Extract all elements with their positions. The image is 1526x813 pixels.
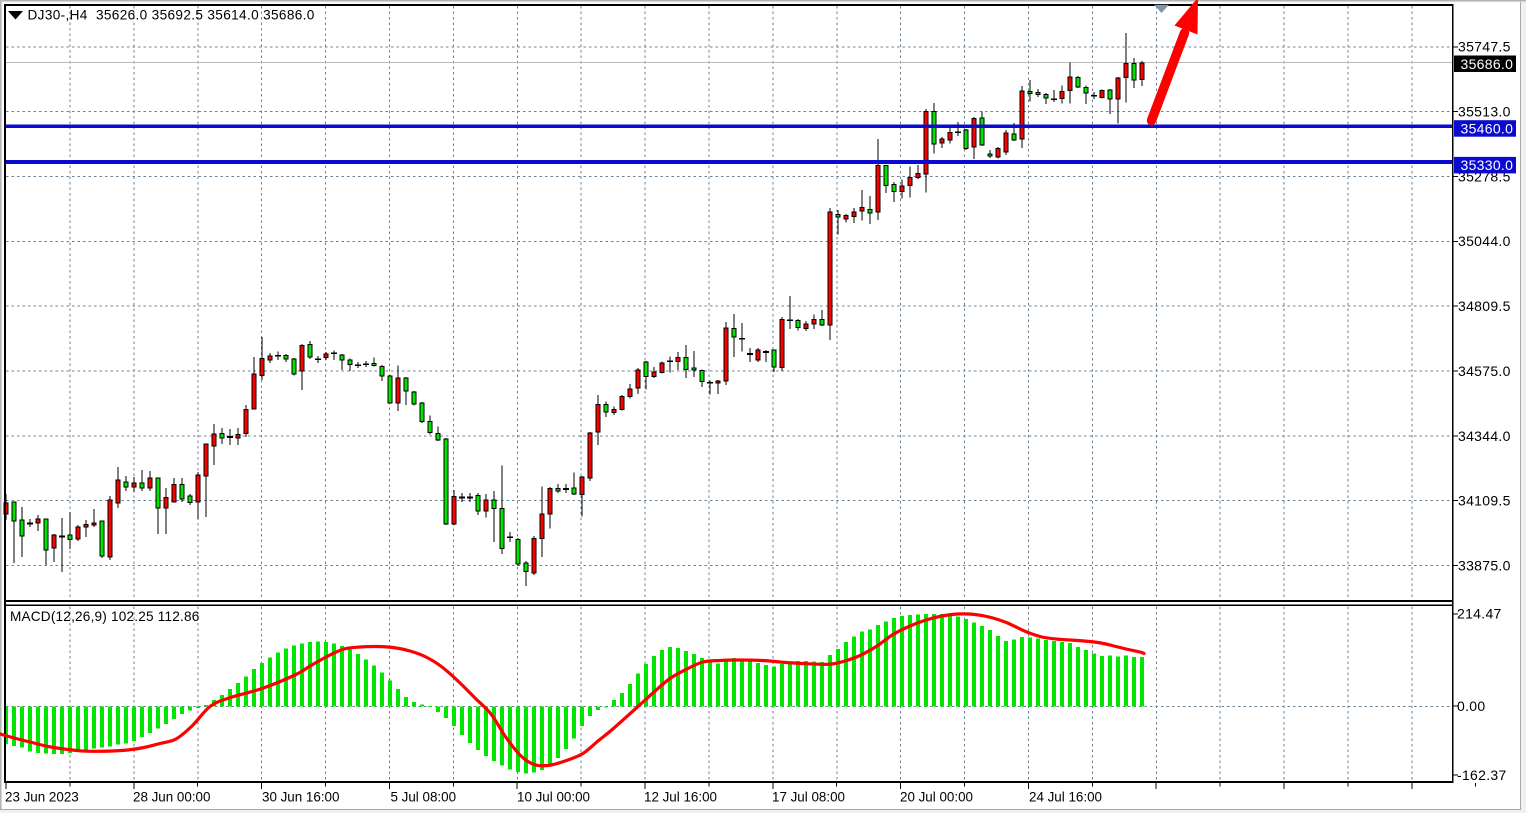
svg-text:35330.0: 35330.0 [1461, 157, 1514, 173]
svg-text:214.47: 214.47 [1457, 606, 1502, 622]
svg-text:35044.0: 35044.0 [1458, 233, 1511, 249]
svg-text:5 Jul 08:00: 5 Jul 08:00 [391, 790, 457, 805]
svg-text:12 Jul 16:00: 12 Jul 16:00 [644, 790, 717, 805]
svg-text:34109.5: 34109.5 [1458, 493, 1511, 509]
svg-text:MACD(12,26,9) 102.25 112.86: MACD(12,26,9) 102.25 112.86 [10, 609, 200, 624]
svg-text:34809.5: 34809.5 [1458, 298, 1511, 314]
svg-text:20 Jul 00:00: 20 Jul 00:00 [900, 790, 973, 805]
svg-text:35686.0: 35686.0 [1461, 56, 1514, 72]
svg-text:34575.0: 34575.0 [1458, 363, 1511, 379]
svg-text:-162.37: -162.37 [1457, 767, 1507, 783]
svg-text:34344.0: 34344.0 [1458, 428, 1511, 444]
svg-text:33875.0: 33875.0 [1458, 558, 1511, 574]
svg-text:35747.5: 35747.5 [1458, 39, 1511, 55]
svg-text:35513.0: 35513.0 [1458, 104, 1511, 120]
svg-text:10 Jul 00:00: 10 Jul 00:00 [517, 790, 590, 805]
svg-text:30 Jun 16:00: 30 Jun 16:00 [262, 790, 339, 805]
svg-text:0.00: 0.00 [1457, 698, 1485, 714]
svg-text:24 Jul 16:00: 24 Jul 16:00 [1029, 790, 1102, 805]
svg-text:23 Jun 2023: 23 Jun 2023 [5, 790, 79, 805]
svg-text:35460.0: 35460.0 [1461, 121, 1514, 137]
svg-text:28 Jun 00:00: 28 Jun 00:00 [133, 790, 210, 805]
svg-text:17 Jul 08:00: 17 Jul 08:00 [772, 790, 845, 805]
svg-text:DJ30-,H4 35626.0 35692.5 3561: DJ30-,H4 35626.0 35692.5 35614.0 35686.0 [28, 8, 315, 23]
